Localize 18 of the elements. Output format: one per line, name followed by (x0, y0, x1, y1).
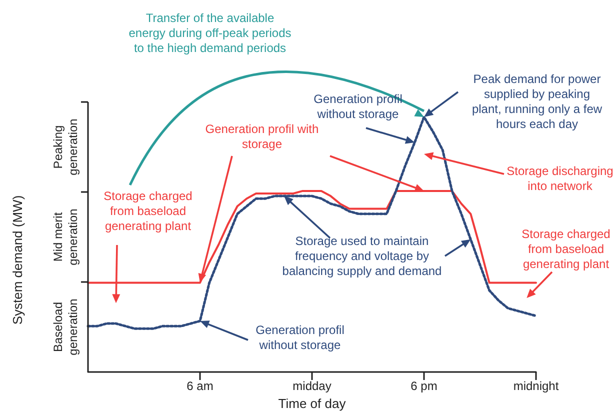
x-tick-label: midday (292, 379, 332, 393)
annotation: Generation profil with storage (205, 122, 319, 151)
text: Transfer of the available energy during off-peak periods to the hiegh demand periods (128, 11, 292, 55)
annotation: Generation profil without storage (314, 92, 402, 121)
x-tick-label: 6 am (186, 379, 214, 393)
annotation: Storage used to maintain frequency and voltage by balancing supply and demand (282, 234, 442, 278)
annotation: Storage discharging into network (506, 164, 614, 193)
annotation: Peak demand for power supplied by peaking plant, running only a few hours each day (472, 72, 602, 131)
x-tick-label: 6 pm (410, 379, 438, 393)
x-axis-title: Time of day (278, 396, 346, 411)
text: Mid merit generation (51, 208, 80, 266)
x-tick-label: midnight (513, 379, 560, 393)
annotation: Storage charged from baseload generating plant (104, 189, 192, 233)
y-axis-title: System demand (MW) (10, 195, 25, 325)
text: Baseload generation (51, 298, 80, 356)
text: Peaking generation (51, 118, 80, 176)
annotation: Storage charged from baseload generating plant (522, 227, 610, 271)
annotation: Generation profil without storage (256, 323, 344, 352)
